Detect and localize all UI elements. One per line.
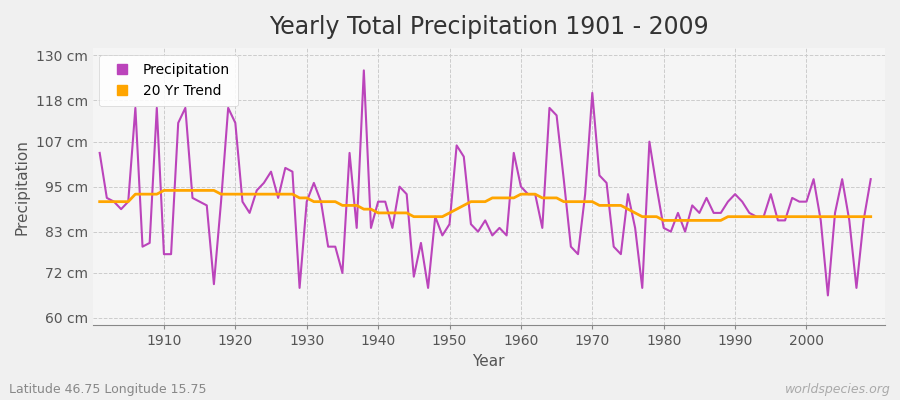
- Text: worldspecies.org: worldspecies.org: [785, 383, 891, 396]
- X-axis label: Year: Year: [472, 354, 505, 369]
- Legend: Precipitation, 20 Yr Trend: Precipitation, 20 Yr Trend: [100, 55, 238, 106]
- Text: Latitude 46.75 Longitude 15.75: Latitude 46.75 Longitude 15.75: [9, 383, 206, 396]
- Y-axis label: Precipitation: Precipitation: [15, 139, 30, 234]
- Title: Yearly Total Precipitation 1901 - 2009: Yearly Total Precipitation 1901 - 2009: [269, 15, 708, 39]
